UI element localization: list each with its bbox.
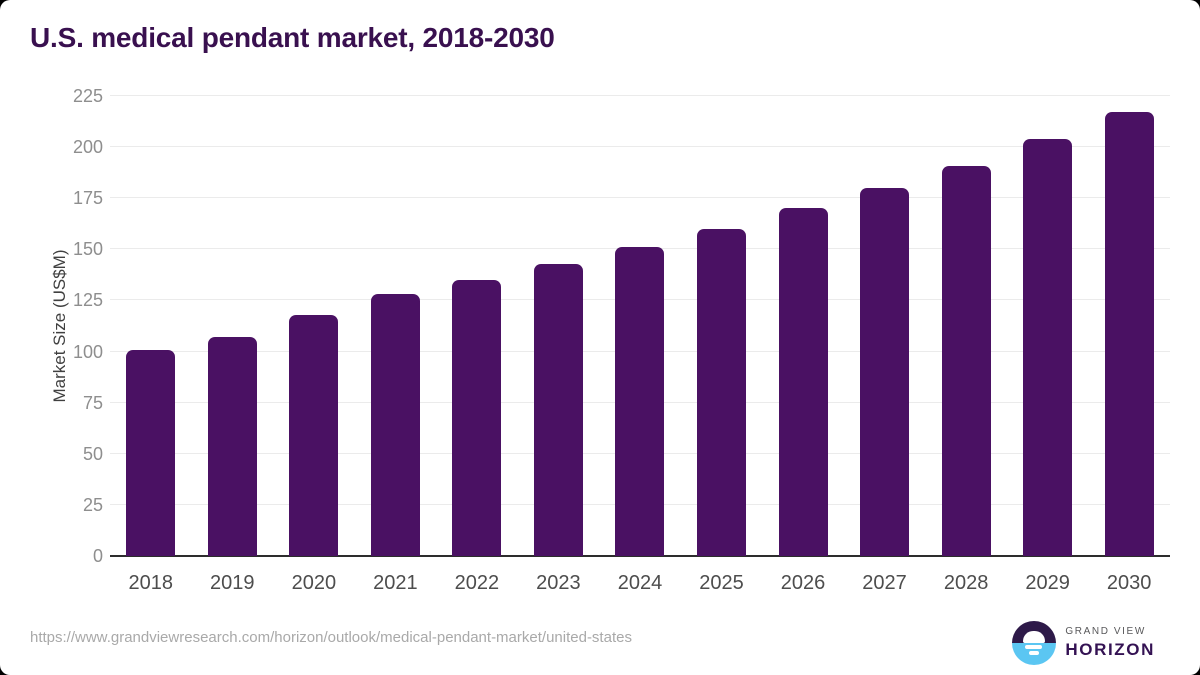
logo-grand-view-text: GRAND VIEW xyxy=(1065,626,1146,637)
bar-slot-2026 xyxy=(762,96,844,556)
horizon-sun-shape xyxy=(1023,631,1046,643)
chart-title: U.S. medical pendant market, 2018-2030 xyxy=(30,22,555,53)
y-tick-label-100: 100 xyxy=(72,341,103,362)
y-axis: 0 25 50 75 100 125 150 175 200 225 xyxy=(0,86,103,566)
bar-2019[interactable] xyxy=(207,337,257,556)
bar-slot-2018 xyxy=(110,96,192,556)
x-tick-label-2026: 2026 xyxy=(780,572,826,594)
grand-view-horizon-logo[interactable]: GRAND VIEW HORIZON xyxy=(1012,621,1155,665)
source-url: https://www.grandviewresearch.com/horizo… xyxy=(30,629,632,646)
bar-slot-2023 xyxy=(518,96,600,556)
gridline-225 xyxy=(110,95,1170,96)
bar-slot-2029 xyxy=(1007,96,1089,556)
x-tick-label-2024: 2024 xyxy=(617,572,663,594)
logo-text-block: GRAND VIEW HORIZON xyxy=(1065,626,1155,660)
x-tick-label-2030: 2030 xyxy=(1106,572,1152,594)
y-tick-label-175: 175 xyxy=(72,188,103,209)
bar-slot-2019 xyxy=(192,96,274,556)
bar-2018[interactable] xyxy=(126,349,176,556)
x-tick-label-2020: 2020 xyxy=(291,572,337,594)
bar-2030[interactable] xyxy=(1104,112,1154,556)
bar-series xyxy=(110,96,1170,556)
x-axis-labels: 2018 2019 2020 2021 2022 2023 2024 2025 2026 2027… xyxy=(110,572,1170,594)
x-tick-label-2029: 2029 xyxy=(1025,572,1070,594)
x-tick-label-2025: 2025 xyxy=(699,572,744,594)
bar-2025[interactable] xyxy=(696,228,746,556)
y-tick-label-150: 150 xyxy=(72,239,103,260)
bar-2023[interactable] xyxy=(533,263,583,556)
y-tick-label-0: 0 xyxy=(92,546,103,566)
y-tick-label-200: 200 xyxy=(72,137,103,158)
bar-2024[interactable] xyxy=(615,247,665,556)
x-tick-label-2022: 2022 xyxy=(454,572,500,594)
x-tick-label-2021: 2021 xyxy=(373,572,418,594)
bar-slot-2024 xyxy=(599,96,681,556)
logo-horizon-text: HORIZON xyxy=(1065,640,1155,659)
bar-2022[interactable] xyxy=(452,280,502,556)
plot-area xyxy=(110,95,1170,556)
x-tick-label-2019: 2019 xyxy=(210,572,255,594)
gridline-200 xyxy=(110,146,1170,148)
bar-2026[interactable] xyxy=(778,208,828,556)
bar-slot-2022 xyxy=(436,96,518,556)
y-tick-label-125: 125 xyxy=(72,290,103,311)
y-tick-label-75: 75 xyxy=(82,392,103,413)
bar-2028[interactable] xyxy=(941,165,991,556)
bar-2027[interactable] xyxy=(860,188,910,556)
bar-slot-2030 xyxy=(1088,96,1170,556)
bar-2029[interactable] xyxy=(1023,138,1073,556)
y-tick-label-225: 225 xyxy=(72,86,103,106)
x-axis-line xyxy=(110,555,1170,557)
bar-slot-2021 xyxy=(355,96,437,556)
horizon-logo-icon xyxy=(1012,621,1057,665)
x-tick-label-2018: 2018 xyxy=(128,572,174,594)
gridline-175 xyxy=(110,197,1170,199)
x-tick-label-2027: 2027 xyxy=(862,572,907,594)
horizon-reflection-line-2 xyxy=(1029,651,1040,655)
bar-slot-2025 xyxy=(681,96,763,556)
x-tick-label-2028: 2028 xyxy=(943,572,989,594)
y-tick-label-50: 50 xyxy=(82,443,103,464)
bar-slot-2027 xyxy=(844,96,926,556)
bar-2020[interactable] xyxy=(289,314,339,556)
bar-2021[interactable] xyxy=(370,294,420,556)
x-tick-label-2023: 2023 xyxy=(536,572,581,594)
horizon-reflection-line-1 xyxy=(1025,645,1043,649)
bar-slot-2028 xyxy=(925,96,1007,556)
y-tick-label-25: 25 xyxy=(82,494,103,515)
bar-slot-2020 xyxy=(273,96,355,556)
